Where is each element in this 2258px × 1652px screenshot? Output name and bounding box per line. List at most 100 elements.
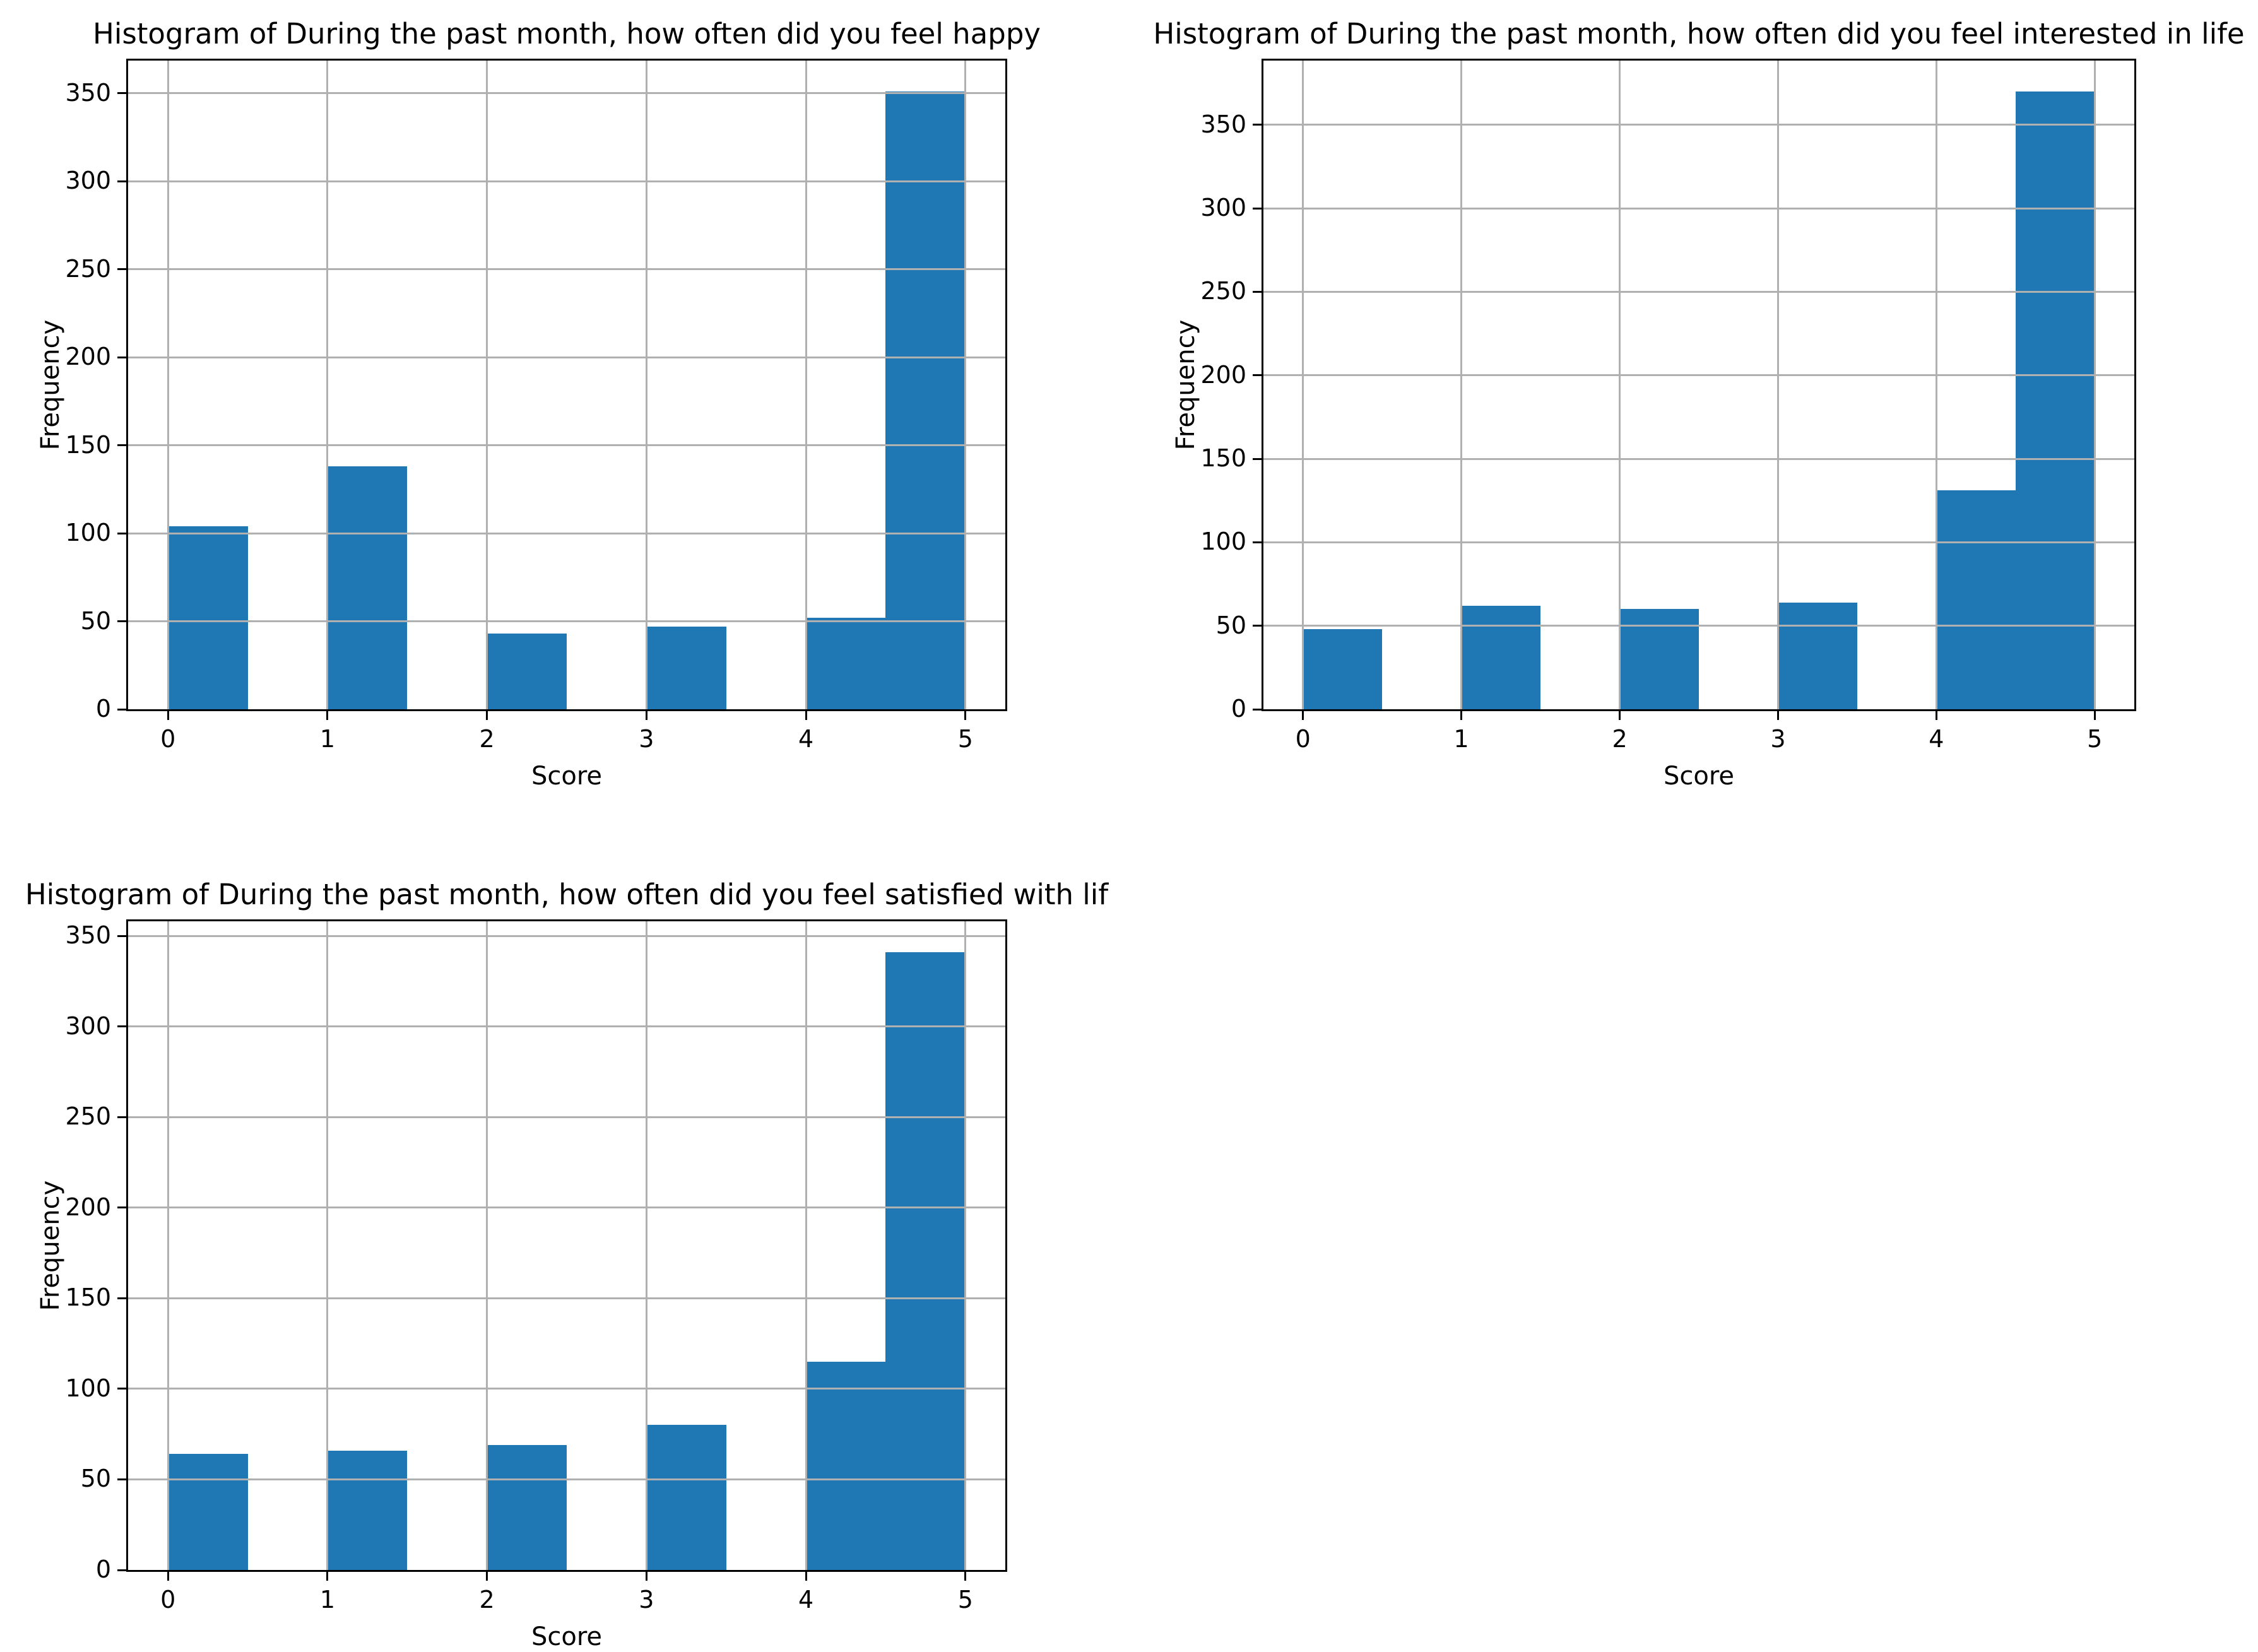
y-tick-mark [1253, 708, 1262, 711]
gridline [1263, 374, 2134, 377]
gridline [1263, 290, 2134, 293]
y-tick-label: 350 [65, 78, 111, 107]
x-tick-mark [964, 1572, 967, 1581]
y-tick-label: 100 [1200, 528, 1246, 556]
y-tick-mark [117, 444, 126, 447]
y-tick-label: 350 [1200, 110, 1246, 138]
gridline [1935, 61, 1937, 709]
x-tick-label: 4 [798, 1586, 814, 1614]
x-tick-label: 5 [2087, 725, 2103, 753]
y-tick-label: 0 [1231, 695, 1246, 723]
gridline [1776, 61, 1779, 709]
y-tick-mark [1253, 374, 1262, 377]
chart-title: Histogram of During the past month, how … [1153, 17, 2245, 50]
y-tick-label: 300 [65, 167, 111, 195]
histogram-bar [1778, 602, 1857, 709]
chart-title: Histogram of During the past month, how … [25, 878, 1109, 911]
y-tick-mark [117, 1297, 126, 1299]
gridline [1302, 61, 1304, 709]
x-tick-mark [1776, 711, 1779, 720]
y-tick-label: 0 [95, 695, 111, 723]
histogram-bar [1619, 609, 1699, 709]
gridline [128, 1116, 1005, 1118]
gridline [964, 61, 967, 709]
x-tick-mark [645, 711, 647, 720]
gridline [645, 61, 647, 709]
gridline [1263, 457, 2134, 460]
gridline [167, 61, 169, 709]
gridline [128, 92, 1005, 95]
y-tick-label: 250 [1200, 277, 1246, 305]
gridline [128, 1478, 1005, 1480]
gridline [1263, 207, 2134, 209]
x-tick-label: 4 [1929, 725, 1944, 753]
y-tick-label: 300 [1200, 194, 1246, 222]
plot-area [126, 59, 1007, 711]
x-tick-mark [486, 1572, 488, 1581]
gridline [128, 356, 1005, 358]
histogram-bar [2015, 91, 2095, 709]
gridline [326, 61, 329, 709]
y-tick-mark [117, 1025, 126, 1028]
y-tick-label: 350 [65, 921, 111, 950]
gridline [805, 921, 807, 1570]
histogram-bar [487, 1444, 567, 1570]
x-tick-mark [167, 711, 169, 720]
x-tick-mark [486, 711, 488, 720]
gridline [128, 1388, 1005, 1390]
gridline [805, 61, 807, 709]
gridline [486, 921, 488, 1570]
x-tick-mark [326, 711, 329, 720]
gridline [964, 921, 967, 1570]
x-tick-mark [805, 1572, 807, 1581]
x-tick-mark [1460, 711, 1463, 720]
plot-area [126, 919, 1007, 1572]
y-tick-mark [117, 532, 126, 534]
x-tick-label: 1 [1453, 725, 1469, 753]
x-tick-label: 1 [319, 1586, 335, 1614]
y-tick-mark [117, 92, 126, 95]
gridline [128, 180, 1005, 182]
x-tick-label: 5 [957, 725, 973, 753]
y-tick-mark [117, 1388, 126, 1390]
gridline [486, 61, 488, 709]
x-tick-label: 3 [639, 1586, 654, 1614]
x-tick-label: 2 [479, 725, 495, 753]
histogram-bar [885, 952, 966, 1570]
histogram-bar [1936, 490, 2016, 709]
y-tick-mark [117, 1116, 126, 1118]
y-tick-label: 250 [65, 254, 111, 283]
y-tick-mark [117, 356, 126, 358]
gridline [128, 1207, 1005, 1209]
histogram-bar [646, 626, 726, 709]
x-tick-mark [645, 1572, 647, 1581]
y-tick-mark [1253, 625, 1262, 627]
y-tick-label: 200 [65, 1193, 111, 1221]
y-tick-label: 150 [65, 1283, 111, 1312]
gridline [128, 268, 1005, 271]
y-tick-mark [117, 1569, 126, 1571]
x-tick-mark [1302, 711, 1304, 720]
x-axis-label: Score [531, 762, 603, 791]
x-tick-label: 1 [319, 725, 335, 753]
histogram-bar [327, 466, 408, 709]
y-tick-mark [117, 1207, 126, 1209]
y-tick-mark [117, 935, 126, 937]
y-tick-label: 50 [1215, 611, 1246, 639]
histogram-bar [1461, 605, 1541, 709]
x-tick-label: 2 [1612, 725, 1628, 753]
x-tick-label: 4 [798, 725, 814, 753]
x-tick-label: 2 [479, 1586, 495, 1614]
y-tick-label: 200 [65, 343, 111, 371]
histogram-bar [168, 526, 248, 709]
x-tick-mark [1935, 711, 1937, 720]
x-tick-label: 5 [957, 1586, 973, 1614]
gridline [167, 921, 169, 1570]
y-tick-mark [1253, 290, 1262, 293]
histogram-bar [327, 1450, 408, 1570]
histogram-bar [168, 1454, 248, 1570]
gridline [128, 935, 1005, 937]
y-tick-label: 150 [65, 430, 111, 459]
y-tick-label: 200 [1200, 360, 1246, 389]
